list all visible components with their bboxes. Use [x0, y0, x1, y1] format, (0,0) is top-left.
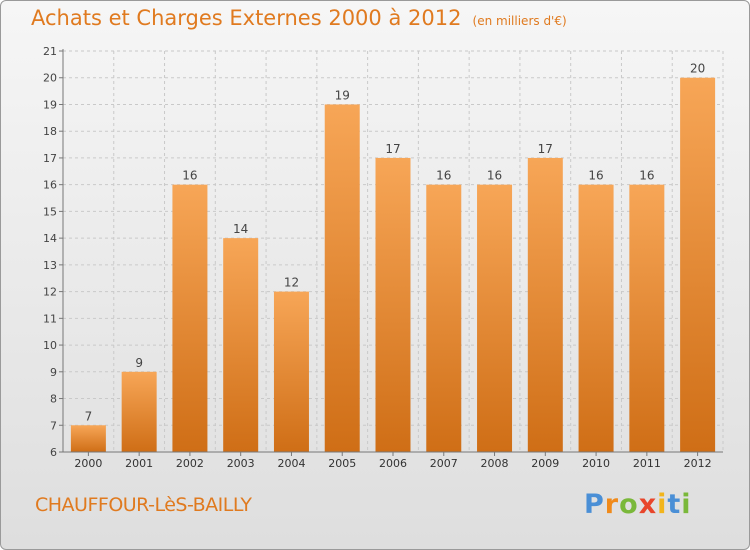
y-tick-label: 20	[43, 72, 57, 85]
bars	[70, 77, 716, 452]
x-tick-label: 2006	[379, 457, 407, 470]
logo-letter-i: i	[657, 489, 668, 520]
y-tick-label: 11	[43, 312, 57, 325]
y-tick-label: 8	[50, 393, 57, 406]
axes: 6 7 8 9 10 11 12 13 14 15 16 17 18 19 20 21 2000 2001 2002…	[43, 45, 723, 470]
data-label: 14	[233, 222, 248, 236]
bar	[324, 104, 360, 452]
y-tick-label: 19	[43, 98, 57, 111]
x-tick-label: 2007	[430, 457, 458, 470]
x-tick-label: 2005	[328, 457, 356, 470]
y-tick-label: 12	[43, 286, 57, 299]
bar	[629, 184, 665, 452]
data-label: 20	[690, 62, 705, 76]
bar	[121, 371, 157, 452]
logo-letter-o: o	[619, 489, 639, 520]
x-tick-label: 2012	[684, 457, 712, 470]
data-label: 7	[85, 409, 93, 423]
data-label: 9	[135, 356, 143, 370]
x-tick-label: 2004	[277, 457, 305, 470]
y-tick-label: 21	[43, 45, 57, 58]
x-tick-label: 2011	[633, 457, 661, 470]
data-label: 19	[335, 88, 350, 102]
y-tick-label: 17	[43, 152, 57, 165]
data-label: 16	[487, 169, 502, 183]
bar	[70, 425, 106, 452]
logo-letter-x: x	[638, 489, 658, 520]
chart-title-text: Achats et Charges Externes 2000 à 2012	[31, 6, 462, 30]
x-tick-label: 2000	[74, 457, 102, 470]
data-label: 17	[385, 142, 400, 156]
logo-letter-t: t	[667, 489, 682, 520]
bar	[426, 184, 462, 452]
x-tick-label: 2009	[531, 457, 559, 470]
data-label: 16	[182, 169, 197, 183]
y-tick-label: 7	[50, 419, 57, 432]
bar	[223, 238, 259, 452]
y-tick-label: 9	[50, 366, 57, 379]
data-labels: 7 9 16 14 12 19 17 16 16 17 16 16 20	[85, 62, 706, 424]
y-tick-label: 6	[50, 446, 57, 459]
city-name: CHAUFFOUR-LèS-BAILLY	[35, 494, 252, 516]
chart-subtitle: (en milliers d'€)	[472, 14, 567, 28]
logo-letter-i-2: i	[681, 489, 692, 520]
bar	[375, 157, 411, 452]
proxiti-logo: Proxiti	[584, 489, 692, 520]
x-tick-label: 2008	[481, 457, 509, 470]
y-tick-label: 15	[43, 205, 57, 218]
bar	[527, 157, 563, 452]
x-tick-label: 2001	[125, 457, 153, 470]
logo-letter-p: P	[584, 489, 605, 520]
data-label: 17	[538, 142, 553, 156]
x-tick-label: 2002	[176, 457, 204, 470]
bar	[578, 184, 614, 452]
data-label: 16	[639, 169, 654, 183]
data-label: 12	[284, 276, 299, 290]
y-tick-label: 16	[43, 179, 57, 192]
bar	[172, 184, 208, 452]
data-label: 16	[436, 169, 451, 183]
x-tick-label: 2010	[582, 457, 610, 470]
chart-title: Achats et Charges Externes 2000 à 2012 (…	[31, 6, 567, 30]
bar	[477, 184, 513, 452]
y-tick-label: 18	[43, 125, 57, 138]
y-tick-label: 14	[43, 232, 57, 245]
bar	[273, 291, 309, 452]
bar	[680, 77, 716, 452]
logo-letter-r: r	[604, 489, 620, 520]
x-tick-label: 2003	[227, 457, 255, 470]
data-label: 16	[588, 169, 603, 183]
y-tick-label: 13	[43, 259, 57, 272]
y-tick-label: 10	[43, 339, 57, 352]
